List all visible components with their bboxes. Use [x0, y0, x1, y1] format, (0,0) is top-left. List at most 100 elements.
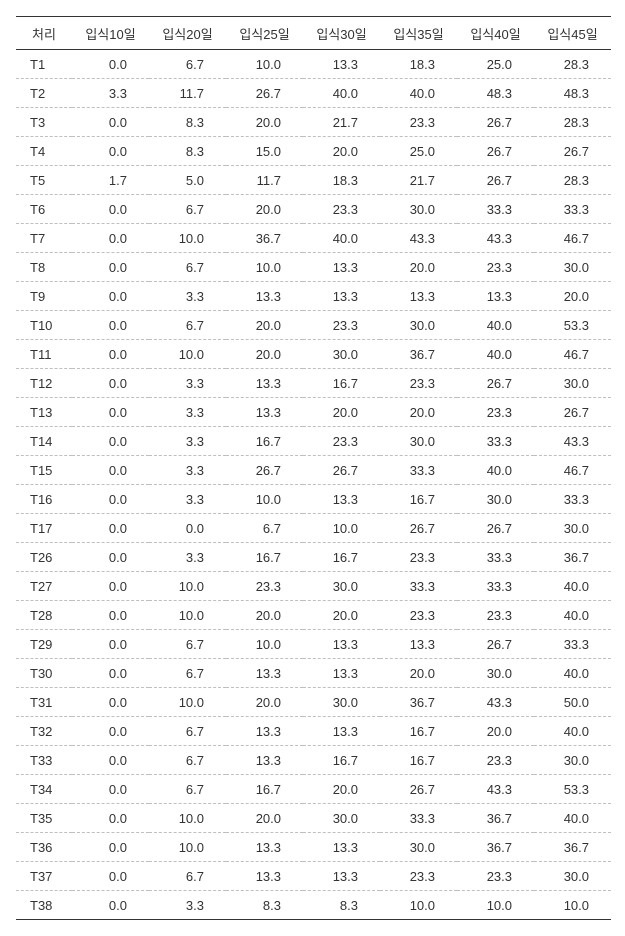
cell-value: 23.3	[380, 369, 457, 398]
cell-value: 30.0	[534, 253, 611, 282]
cell-value: 30.0	[457, 659, 534, 688]
cell-value: 0.0	[72, 340, 149, 369]
cell-value: 6.7	[149, 862, 226, 891]
cell-value: 20.0	[303, 137, 380, 166]
cell-value: 13.3	[226, 862, 303, 891]
cell-value: 16.7	[380, 717, 457, 746]
cell-value: 13.3	[303, 833, 380, 862]
table-row: T30.08.320.021.723.326.728.3	[16, 108, 611, 137]
cell-value: 10.0	[226, 253, 303, 282]
cell-value: 10.0	[457, 891, 534, 920]
cell-value: 1.7	[72, 166, 149, 195]
cell-value: 0.0	[72, 659, 149, 688]
cell-value: 23.3	[457, 253, 534, 282]
cell-value: 6.7	[149, 195, 226, 224]
cell-value: 33.3	[457, 543, 534, 572]
data-table: 처리 입식10일 입식20일 입식25일 입식30일 입식35일 입식40일 입…	[16, 16, 611, 920]
cell-value: 0.0	[149, 514, 226, 543]
cell-value: 23.3	[457, 862, 534, 891]
cell-value: 0.0	[72, 862, 149, 891]
col-header: 입식20일	[149, 17, 226, 50]
cell-value: 0.0	[72, 311, 149, 340]
cell-value: 20.0	[534, 282, 611, 311]
cell-value: 10.0	[149, 601, 226, 630]
cell-value: 26.7	[457, 137, 534, 166]
cell-value: 28.3	[534, 50, 611, 79]
row-label: T2	[16, 79, 72, 108]
table-row: T70.010.036.740.043.343.346.7	[16, 224, 611, 253]
cell-value: 33.3	[457, 195, 534, 224]
cell-value: 0.0	[72, 543, 149, 572]
cell-value: 18.3	[380, 50, 457, 79]
row-label: T6	[16, 195, 72, 224]
cell-value: 13.3	[457, 282, 534, 311]
cell-value: 6.7	[149, 775, 226, 804]
cell-value: 20.0	[380, 253, 457, 282]
row-label: T3	[16, 108, 72, 137]
cell-value: 6.7	[149, 50, 226, 79]
table-body: T10.06.710.013.318.325.028.3T23.311.726.…	[16, 50, 611, 920]
row-label: T30	[16, 659, 72, 688]
cell-value: 0.0	[72, 717, 149, 746]
table-row: T120.03.313.316.723.326.730.0	[16, 369, 611, 398]
cell-value: 15.0	[226, 137, 303, 166]
cell-value: 8.3	[226, 891, 303, 920]
cell-value: 26.7	[226, 79, 303, 108]
col-header: 입식10일	[72, 17, 149, 50]
col-header: 처리	[16, 17, 72, 50]
cell-value: 26.7	[303, 456, 380, 485]
cell-value: 20.0	[303, 601, 380, 630]
cell-value: 10.0	[226, 50, 303, 79]
cell-value: 0.0	[72, 775, 149, 804]
cell-value: 3.3	[149, 369, 226, 398]
cell-value: 0.0	[72, 514, 149, 543]
cell-value: 36.7	[534, 833, 611, 862]
row-label: T8	[16, 253, 72, 282]
row-label: T37	[16, 862, 72, 891]
cell-value: 36.7	[457, 804, 534, 833]
cell-value: 13.3	[303, 862, 380, 891]
cell-value: 10.0	[149, 833, 226, 862]
cell-value: 13.3	[226, 746, 303, 775]
table-row: T270.010.023.330.033.333.340.0	[16, 572, 611, 601]
table-row: T130.03.313.320.020.023.326.7	[16, 398, 611, 427]
cell-value: 13.3	[226, 717, 303, 746]
row-label: T34	[16, 775, 72, 804]
row-label: T9	[16, 282, 72, 311]
table-row: T23.311.726.740.040.048.348.3	[16, 79, 611, 108]
cell-value: 43.3	[457, 224, 534, 253]
cell-value: 18.3	[303, 166, 380, 195]
table-row: T280.010.020.020.023.323.340.0	[16, 601, 611, 630]
cell-value: 13.3	[380, 630, 457, 659]
cell-value: 13.3	[303, 253, 380, 282]
table-row: T330.06.713.316.716.723.330.0	[16, 746, 611, 775]
row-label: T16	[16, 485, 72, 514]
cell-value: 3.3	[149, 427, 226, 456]
cell-value: 0.0	[72, 50, 149, 79]
table-row: T360.010.013.313.330.036.736.7	[16, 833, 611, 862]
cell-value: 3.3	[72, 79, 149, 108]
cell-value: 40.0	[457, 456, 534, 485]
cell-value: 30.0	[303, 340, 380, 369]
cell-value: 13.3	[303, 659, 380, 688]
cell-value: 33.3	[457, 572, 534, 601]
cell-value: 46.7	[534, 224, 611, 253]
cell-value: 16.7	[303, 369, 380, 398]
cell-value: 36.7	[380, 688, 457, 717]
cell-value: 0.0	[72, 253, 149, 282]
cell-value: 0.0	[72, 195, 149, 224]
cell-value: 25.0	[380, 137, 457, 166]
cell-value: 33.3	[380, 804, 457, 833]
cell-value: 26.7	[226, 456, 303, 485]
cell-value: 21.7	[303, 108, 380, 137]
cell-value: 26.7	[457, 630, 534, 659]
cell-value: 16.7	[380, 746, 457, 775]
cell-value: 40.0	[303, 224, 380, 253]
table-row: T310.010.020.030.036.743.350.0	[16, 688, 611, 717]
cell-value: 48.3	[534, 79, 611, 108]
cell-value: 30.0	[457, 485, 534, 514]
cell-value: 20.0	[226, 688, 303, 717]
cell-value: 33.3	[534, 195, 611, 224]
cell-value: 3.3	[149, 456, 226, 485]
table-row: T90.03.313.313.313.313.320.0	[16, 282, 611, 311]
